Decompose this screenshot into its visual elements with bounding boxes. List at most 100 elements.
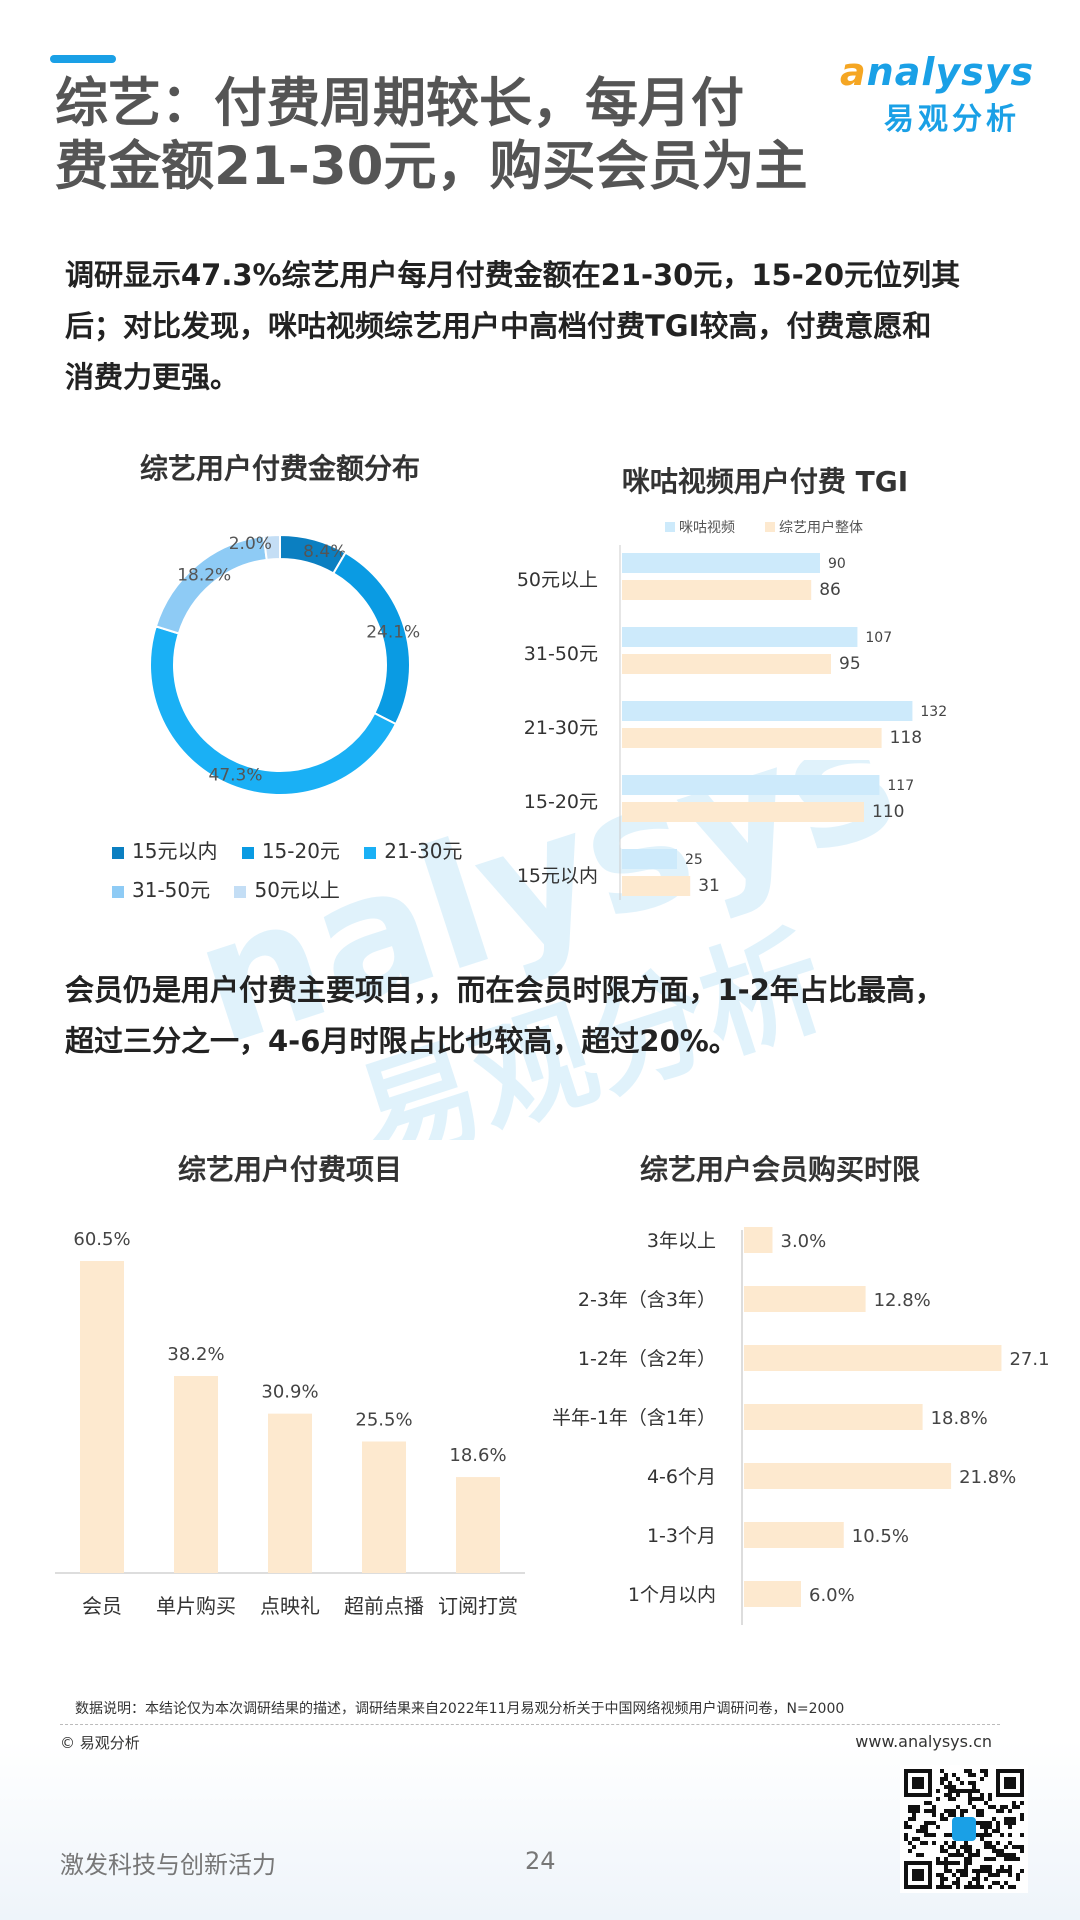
items-chart-title: 综艺用户付费项目 bbox=[177, 1153, 402, 1186]
qr-code bbox=[900, 1765, 1028, 1893]
duration-value-label: 21.8% bbox=[959, 1467, 1016, 1488]
duration-value-label: 12.8% bbox=[874, 1290, 931, 1311]
donut-data-label: 2.0% bbox=[229, 534, 272, 554]
donut-data-label: 18.2% bbox=[177, 566, 231, 586]
data-note: 数据说明：本结论仅为本次调研结果的描述，调研结果来自2022年11月易观分析关于… bbox=[75, 1701, 845, 1717]
intro-paragraph: 调研显示47.3%综艺用户每月付费金额在21-30元，15-20元位列其 后；对… bbox=[65, 250, 1035, 403]
legend-label: 15-20元 bbox=[261, 839, 340, 863]
duration-category-label: 1个月以内 bbox=[628, 1584, 716, 1606]
duration-category-label: 4-6个月 bbox=[647, 1466, 716, 1488]
duration-category-label: 1-3个月 bbox=[647, 1525, 716, 1547]
items-chart: 60.5% 会员 38.2% 单片购买 30.9% 点映礼 25.5% 超前点播 18.6% 订阅… bbox=[55, 1229, 525, 1618]
donut-slice bbox=[149, 625, 398, 796]
duration-bar bbox=[744, 1345, 1002, 1371]
duration-value-label: 10.5% bbox=[852, 1526, 909, 1547]
analysys-logo: analysys 易观分析 bbox=[840, 50, 1040, 150]
legend-item: 15-20元 bbox=[241, 839, 340, 863]
legend-label: 综艺用户整体 bbox=[779, 519, 863, 536]
tgi-category-label: 21-30元 bbox=[524, 717, 598, 739]
tgi-bar bbox=[622, 728, 882, 748]
duration-bar bbox=[744, 1404, 923, 1430]
items-category-label: 订阅打赏 bbox=[438, 1594, 518, 1618]
duration-bar bbox=[744, 1463, 952, 1489]
duration-bar bbox=[744, 1522, 844, 1548]
legend-label: 咪咕视频 bbox=[679, 520, 735, 536]
tgi-chart-title: 咪咕视频用户付费 TGI bbox=[621, 465, 909, 498]
legend-swatch bbox=[241, 846, 254, 859]
intro-line: 后；对比发现，咪咕视频综艺用户中高档付费TGI较高，付费意愿和 bbox=[65, 309, 932, 343]
duration-bar bbox=[744, 1227, 773, 1253]
items-category-label: 超前点播 bbox=[344, 1594, 424, 1618]
tgi-value-label: 107 bbox=[865, 630, 892, 646]
tgi-category-label: 15-20元 bbox=[524, 791, 598, 813]
tgi-value-label: 86 bbox=[819, 580, 841, 600]
logo-letter: a bbox=[840, 50, 867, 94]
tgi-category-label: 50元以上 bbox=[517, 569, 598, 591]
items-bar bbox=[174, 1376, 218, 1573]
donut-data-label: 24.1% bbox=[366, 623, 420, 643]
duration-category-label: 1-2年（含2年） bbox=[578, 1348, 716, 1370]
duration-chart: 3年以上 3.0% 2-3年（含3年） 12.8% 1-2年（含2年） 27.1% 半年-1… bbox=[552, 1227, 1050, 1625]
legend-swatch bbox=[765, 522, 775, 532]
legend-item: 15元以内 bbox=[112, 839, 217, 863]
items-value-label: 25.5% bbox=[355, 1409, 412, 1430]
duration-value-label: 18.8% bbox=[931, 1408, 988, 1429]
tgi-bar bbox=[622, 849, 677, 869]
duration-bar bbox=[744, 1286, 866, 1312]
tgi-value-label: 25 bbox=[685, 852, 703, 868]
items-category-label: 单片购买 bbox=[156, 1594, 236, 1618]
membership-paragraph: 会员仍是用户付费主要项目，，而在会员时限方面，1-2年占比最高， 超过三分之一，… bbox=[65, 965, 1035, 1067]
tgi-value-label: 95 bbox=[839, 654, 861, 674]
duration-category-label: 半年-1年（含1年） bbox=[552, 1407, 716, 1429]
tgi-category-label: 15元以内 bbox=[517, 865, 598, 887]
items-value-label: 38.2% bbox=[167, 1344, 224, 1365]
tgi-bar bbox=[622, 775, 880, 795]
legend-label: 21-30元 bbox=[384, 839, 463, 863]
tgi-value-label: 90 bbox=[828, 556, 846, 572]
donut-chart-title: 综艺用户付费金额分布 bbox=[139, 452, 420, 485]
logo-cn: 易观分析 bbox=[884, 102, 1020, 137]
intro-line: 消费力更强。 bbox=[65, 360, 240, 394]
tgi-bar bbox=[622, 654, 831, 674]
items-bar bbox=[80, 1261, 124, 1573]
items-category-label: 会员 bbox=[82, 1594, 122, 1618]
tgi-value-label: 117 bbox=[887, 778, 914, 794]
donut-slice bbox=[262, 533, 281, 561]
tgi-bar bbox=[622, 876, 691, 896]
intro-line: 调研显示47.3%综艺用户每月付费金额在21-30元，15-20元位列其 bbox=[65, 258, 961, 292]
tgi-bar bbox=[622, 553, 820, 573]
page-title: 综艺：付费周期较长，每月付 费金额21-30元，购买会员为主 bbox=[55, 72, 855, 198]
legend-item: 21-30元 bbox=[364, 839, 462, 863]
items-bar bbox=[456, 1477, 500, 1573]
tgi-bar bbox=[622, 701, 913, 721]
page-number: 24 bbox=[525, 1847, 556, 1875]
duration-value-label: 27.1% bbox=[1009, 1349, 1050, 1370]
tgi-value-label: 110 bbox=[872, 802, 904, 822]
tgi-bar bbox=[622, 802, 864, 822]
duration-value-label: 6.0% bbox=[809, 1585, 855, 1606]
items-bar bbox=[362, 1441, 406, 1573]
items-value-label: 18.6% bbox=[449, 1445, 506, 1466]
items-value-label: 30.9% bbox=[261, 1382, 318, 1403]
items-value-label: 60.5% bbox=[73, 1229, 130, 1250]
footer-divider bbox=[60, 1724, 1000, 1725]
tgi-bar bbox=[622, 627, 858, 647]
slogan: 激发科技与创新活力 bbox=[60, 1851, 276, 1879]
website-link[interactable]: www.analysys.cn bbox=[855, 1732, 992, 1751]
tgi-value-label: 31 bbox=[698, 876, 720, 896]
legend-label: 15元以内 bbox=[132, 839, 218, 863]
legend-swatch bbox=[112, 885, 124, 898]
tgi-value-label: 118 bbox=[890, 728, 922, 748]
tgi-value-label: 132 bbox=[920, 704, 947, 720]
legend-swatch bbox=[665, 522, 675, 532]
legend-label: 50元以上 bbox=[254, 878, 340, 902]
duration-category-label: 2-3年（含3年） bbox=[578, 1289, 716, 1311]
legend-item: 31-50元 bbox=[112, 878, 210, 902]
legend-swatch bbox=[364, 846, 377, 859]
tgi-bar bbox=[622, 580, 812, 600]
header-accent-bar bbox=[50, 55, 116, 63]
page-title-line2: 费金额21-30元，购买会员为主 bbox=[55, 136, 808, 197]
donut-data-label: 47.3% bbox=[209, 765, 263, 785]
legend-swatch bbox=[112, 846, 124, 859]
